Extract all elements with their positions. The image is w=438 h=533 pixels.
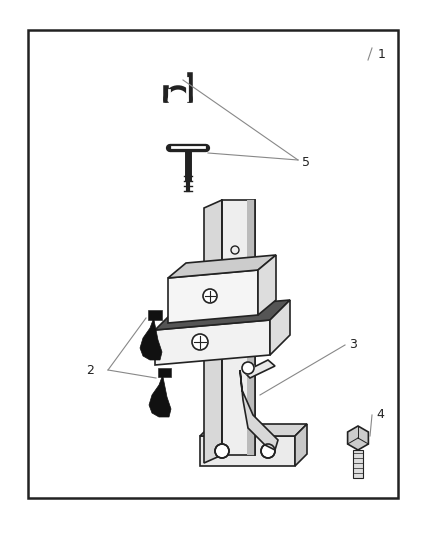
Circle shape (192, 334, 208, 350)
Polygon shape (244, 360, 275, 378)
Text: 5: 5 (302, 156, 310, 168)
Polygon shape (204, 200, 222, 463)
Polygon shape (200, 436, 295, 466)
Polygon shape (149, 377, 171, 417)
Polygon shape (168, 270, 258, 323)
Circle shape (261, 444, 275, 458)
Polygon shape (222, 200, 255, 455)
Polygon shape (148, 310, 162, 320)
Polygon shape (155, 300, 290, 330)
Polygon shape (158, 368, 171, 377)
Polygon shape (200, 424, 307, 436)
Polygon shape (258, 255, 276, 315)
Polygon shape (295, 424, 307, 466)
Polygon shape (168, 255, 276, 278)
Polygon shape (140, 320, 162, 360)
Circle shape (203, 289, 217, 303)
Text: 4: 4 (376, 408, 384, 422)
Circle shape (242, 362, 254, 374)
Bar (28, 30, 398, 498)
Circle shape (215, 444, 229, 458)
Polygon shape (155, 320, 270, 365)
Text: 3: 3 (349, 338, 357, 351)
Polygon shape (270, 300, 290, 355)
Polygon shape (247, 200, 255, 455)
Polygon shape (240, 370, 278, 450)
Bar (353, 450, 363, 478)
Text: 1: 1 (378, 49, 386, 61)
Polygon shape (348, 426, 368, 450)
Text: 2: 2 (86, 364, 94, 376)
